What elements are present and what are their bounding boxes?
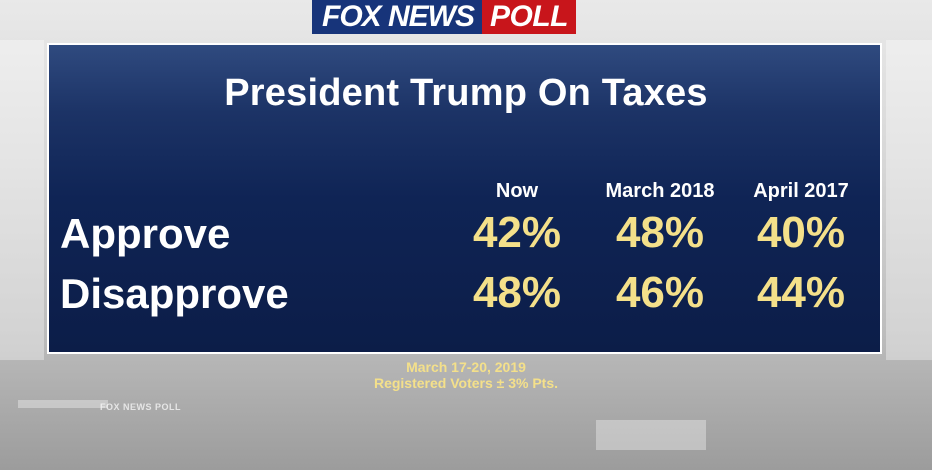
background-watermark: FOX NEWS POLL: [100, 402, 182, 412]
disapprove-march-2018-value: 46%: [615, 268, 705, 317]
background-panel-left: [0, 40, 44, 360]
approve-march-2018-value: 48%: [615, 208, 705, 257]
poll-footnote: March 17-20, 2019 Registered Voters ± 3%…: [0, 359, 932, 391]
fox-news-poll-logo: FOX NEWS POLL: [312, 0, 577, 34]
row-label-disapprove: Disapprove: [60, 270, 289, 317]
column-header-now: Now: [495, 180, 539, 202]
poll-sample: Registered Voters ± 3% Pts.: [373, 375, 559, 391]
disapprove-now-value: 48%: [472, 268, 562, 317]
column-header-april-2017: April 2017: [753, 180, 849, 202]
poll-logo: POLL: [482, 0, 577, 34]
poll-panel: [47, 43, 882, 354]
column-header-march-2018: March 2018: [605, 180, 715, 202]
fox-news-logo: FOX NEWS: [312, 0, 483, 34]
poll-dates: March 17-20, 2019: [406, 359, 526, 375]
chart-title: President Trump On Taxes: [224, 72, 708, 114]
approve-april-2017-value: 40%: [756, 208, 846, 257]
approve-now-value: 42%: [472, 208, 562, 257]
disapprove-april-2017-value: 44%: [756, 268, 846, 317]
background-strip-bottom-left: [18, 400, 108, 408]
background-strip-bottom-right: [596, 420, 706, 450]
row-label-approve: Approve: [60, 210, 231, 257]
background-panel-right: [886, 40, 932, 360]
